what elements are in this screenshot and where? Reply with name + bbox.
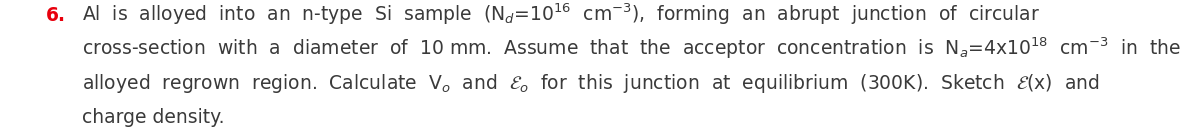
- Text: cross-section  with  a  diameter  of  10 mm.  Assume  that  the  acceptor  conce: cross-section with a diameter of 10 mm. …: [82, 36, 1181, 61]
- Text: 6.: 6.: [46, 6, 66, 25]
- Text: Al  is  alloyed  into  an  n-type  Si  sample  (N$_d$=10$^{16}$  cm$^{-3}$),  fo: Al is alloyed into an n-type Si sample (…: [82, 1, 1039, 27]
- Text: alloyed  regrown  region.  Calculate  V$_o$  and  $\mathcal{E}_o$  for  this  ju: alloyed regrown region. Calculate V$_o$ …: [82, 72, 1099, 95]
- Text: charge density.: charge density.: [82, 108, 224, 127]
